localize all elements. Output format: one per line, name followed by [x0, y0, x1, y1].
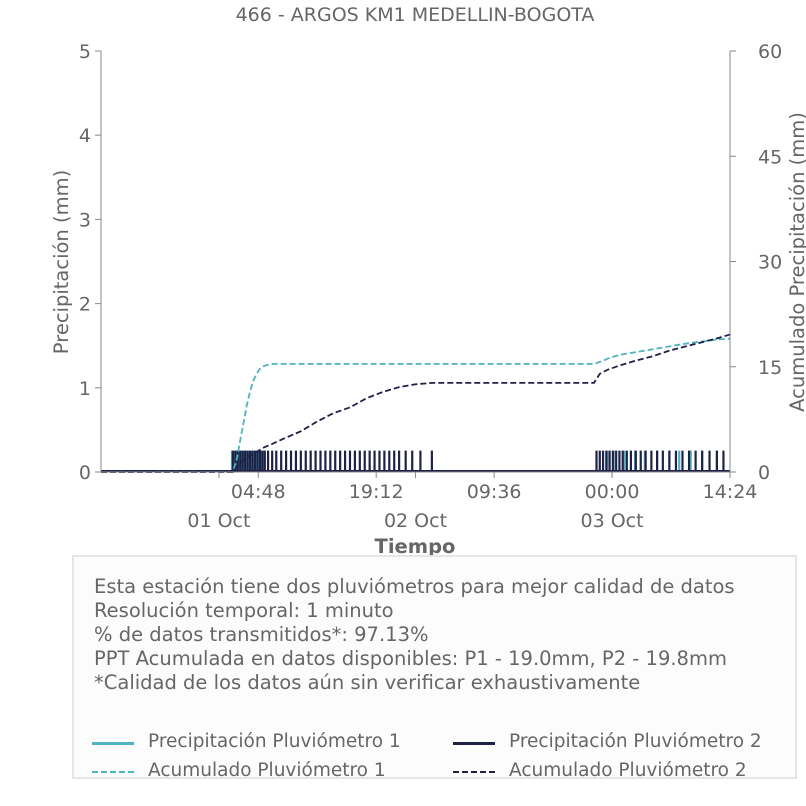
ytick-right-label-60: 60	[758, 41, 782, 63]
legend-label-p2-acum: Acumulado Pluviómetro 2	[509, 760, 747, 781]
legend-swatch-p2-precip	[453, 742, 495, 745]
legend-swatch-p2-acum	[453, 771, 495, 773]
ytick-left-label-4: 4	[79, 125, 91, 147]
cumulative-line-p1	[101, 337, 731, 473]
date-tick-label-1: 02 Oct	[384, 510, 447, 532]
precipitation-bars	[230, 450, 725, 472]
info-line-4: PPT Acumulada en datos disponibles: P1 -…	[94, 647, 727, 670]
date-tick-label-2: 03 Oct	[581, 510, 644, 532]
info-line-1: Esta estación tiene dos pluviómetros par…	[94, 575, 735, 598]
info-line-5: *Calidad de los datos aún sin verificar …	[94, 671, 641, 694]
x-axis-label: Tiempo	[375, 535, 456, 558]
legend-label-p1-precip: Precipitación Pluviómetro 1	[148, 731, 401, 752]
xtick-label-1: 19:12	[349, 481, 404, 503]
xtick-label-4: 14:24	[703, 481, 758, 503]
xtick-label-3: 00:00	[585, 481, 640, 503]
ytick-right-label-45: 45	[758, 146, 782, 168]
ytick-left-label-2: 2	[79, 294, 91, 316]
ytick-left-label-3: 3	[79, 209, 91, 231]
legend-swatch-p1-acum	[92, 771, 134, 773]
legend-swatch-p1-precip	[92, 742, 134, 745]
ytick-left-label-5: 5	[79, 41, 91, 63]
y-axis-right-label: Acumulado Precipitación (mm)	[786, 112, 806, 412]
info-line-3: % de datos transmitidos*: 97.13%	[94, 623, 429, 646]
ytick-right-label-0: 0	[758, 462, 770, 484]
info-line-2: Resolución temporal: 1 minuto	[94, 599, 394, 622]
chart-title: 466 - ARGOS KM1 MEDELLIN-BOGOTA	[236, 4, 595, 26]
ytick-right-label-15: 15	[758, 357, 782, 379]
ytick-left-label-0: 0	[79, 462, 91, 484]
cumulative-line-p2	[101, 333, 731, 473]
date-tick-label-0: 01 Oct	[187, 510, 250, 532]
y-axis-left-label: Precipitación (mm)	[50, 170, 73, 354]
xtick-label-2: 09:36	[467, 481, 522, 503]
rainfall-chart: 466 - ARGOS KM1 MEDELLIN-BOGOTA 01234501…	[50, 4, 806, 558]
xtick-label-0: 04:48	[231, 481, 286, 503]
info-box: Esta estación tiene dos pluviómetros par…	[72, 555, 797, 781]
legend-label-p2-precip: Precipitación Pluviómetro 2	[509, 731, 762, 752]
ytick-right-label-30: 30	[758, 252, 782, 274]
legend-label-p1-acum: Acumulado Pluviómetro 1	[148, 760, 386, 781]
ytick-left-label-1: 1	[79, 378, 91, 400]
axes	[100, 51, 731, 473]
cumulative-lines	[101, 333, 731, 473]
